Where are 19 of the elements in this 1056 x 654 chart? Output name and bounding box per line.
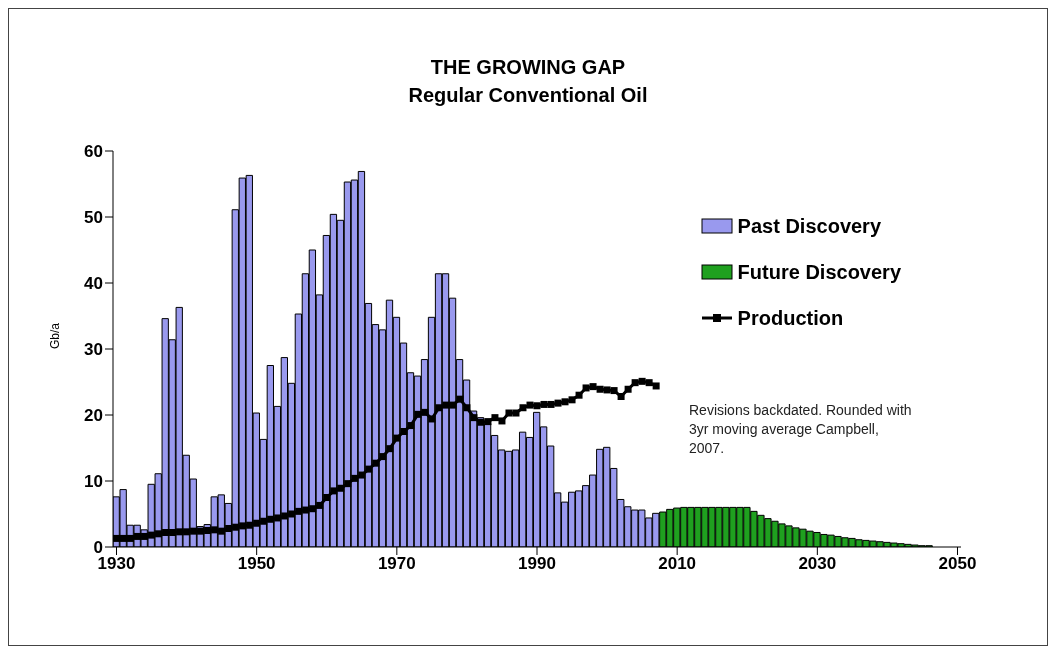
x-tick-label: 2010 xyxy=(658,554,697,574)
x-tick-label: 1950 xyxy=(237,554,276,574)
chart-title: THE GROWING GAP xyxy=(429,55,627,80)
x-tick-label: 1990 xyxy=(518,554,556,574)
y-tick-label: 30 xyxy=(84,340,103,360)
y-tick-label: 20 xyxy=(84,406,103,426)
y-tick-label: 60 xyxy=(84,142,103,162)
x-tick-label: 1970 xyxy=(377,554,416,574)
x-tick-label: 2030 xyxy=(798,554,837,574)
legend-label: Future Discovery xyxy=(737,260,901,285)
annotation: Revisions backdated. Rounded with 3yr moving average Campbell, 2007. xyxy=(689,401,913,458)
legend-label: Past Discovery xyxy=(737,214,882,239)
y-tick-label: 50 xyxy=(84,208,103,228)
chart-subtitle: Regular Conventional Oil xyxy=(407,83,649,108)
x-tick-label: 2050 xyxy=(938,554,977,574)
y-axis-title: Gb/a xyxy=(48,322,63,349)
y-tick-label: 40 xyxy=(84,274,103,294)
y-tick-label: 10 xyxy=(84,472,103,492)
legend-label: Production xyxy=(737,306,844,331)
